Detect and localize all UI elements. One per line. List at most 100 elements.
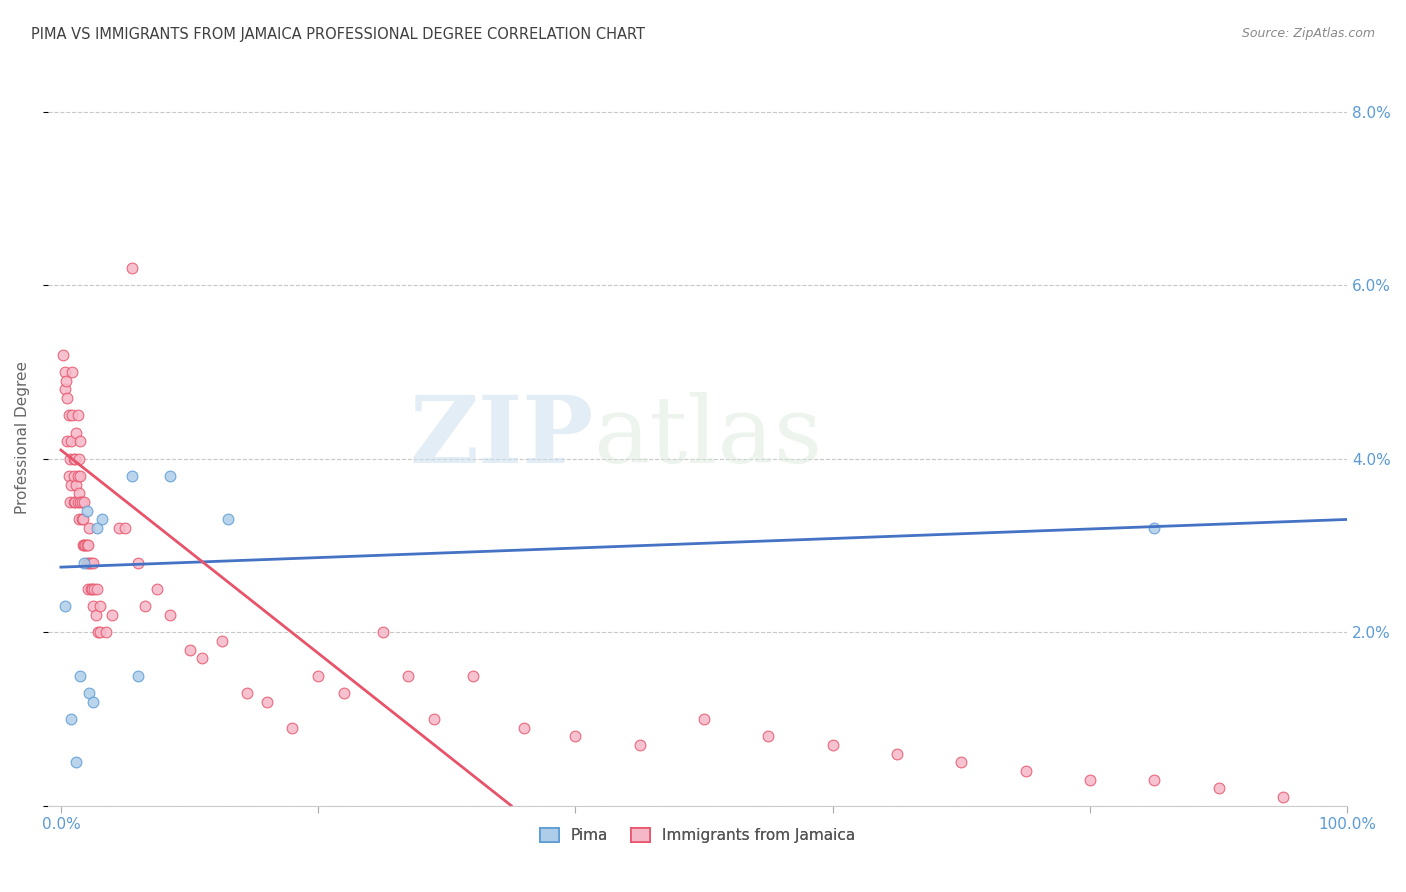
Point: [67, 451, 90, 466]
Point: [77, 521, 100, 535]
Point: [89, 599, 111, 614]
Point: [73, 556, 96, 570]
Point: [256, 694, 278, 708]
Point: [371, 625, 394, 640]
Point: [281, 721, 304, 735]
Point: [79, 582, 101, 596]
Point: [56, 391, 79, 405]
Point: [59, 495, 82, 509]
Point: [1015, 764, 1038, 778]
Point: [1078, 772, 1101, 787]
Point: [83, 582, 105, 596]
Point: [179, 642, 201, 657]
Point: [211, 633, 233, 648]
Point: [101, 607, 124, 622]
Point: [1208, 781, 1230, 796]
Y-axis label: Professional Degree: Professional Degree: [15, 360, 30, 514]
Point: [60, 434, 83, 449]
Point: [58, 469, 80, 483]
Point: [87, 625, 110, 640]
Point: [82, 599, 104, 614]
Point: [114, 521, 136, 535]
Point: [53, 365, 76, 379]
Point: [70, 495, 93, 509]
Point: [121, 469, 143, 483]
Point: [53, 599, 76, 614]
Point: [79, 556, 101, 570]
Point: [146, 582, 169, 596]
Point: [217, 512, 239, 526]
Point: [191, 651, 214, 665]
Point: [69, 434, 91, 449]
Point: [62, 469, 84, 483]
Point: [127, 668, 149, 682]
Point: [70, 512, 93, 526]
Point: [91, 512, 114, 526]
Point: [127, 556, 149, 570]
Point: [67, 486, 90, 500]
Point: [159, 607, 181, 622]
Point: [69, 495, 91, 509]
Point: [69, 469, 91, 483]
Point: [628, 738, 651, 752]
Point: [76, 504, 98, 518]
Point: [1143, 521, 1166, 535]
Point: [333, 686, 356, 700]
Point: [55, 374, 77, 388]
Point: [236, 686, 259, 700]
Point: [63, 495, 86, 509]
Point: [84, 607, 107, 622]
Point: [461, 668, 484, 682]
Point: [62, 495, 84, 509]
Point: [94, 625, 117, 640]
Point: [60, 712, 83, 726]
Point: [134, 599, 156, 614]
Point: [58, 409, 80, 423]
Point: [159, 469, 181, 483]
Point: [77, 556, 100, 570]
Point: [66, 495, 89, 509]
Point: [77, 582, 100, 596]
Point: [56, 434, 79, 449]
Point: [950, 756, 973, 770]
Point: [76, 556, 98, 570]
Point: [513, 721, 536, 735]
Point: [59, 451, 82, 466]
Point: [72, 512, 94, 526]
Point: [89, 625, 111, 640]
Point: [66, 409, 89, 423]
Point: [86, 582, 108, 596]
Point: [564, 729, 586, 743]
Text: Source: ZipAtlas.com: Source: ZipAtlas.com: [1241, 27, 1375, 40]
Point: [73, 495, 96, 509]
Point: [65, 477, 87, 491]
Text: PIMA VS IMMIGRANTS FROM JAMAICA PROFESSIONAL DEGREE CORRELATION CHART: PIMA VS IMMIGRANTS FROM JAMAICA PROFESSI…: [31, 27, 645, 42]
Point: [62, 451, 84, 466]
Point: [86, 521, 108, 535]
Point: [53, 383, 76, 397]
Point: [423, 712, 446, 726]
Point: [66, 469, 89, 483]
Point: [62, 409, 84, 423]
Point: [75, 538, 97, 552]
Point: [76, 538, 98, 552]
Point: [82, 556, 104, 570]
Point: [82, 694, 104, 708]
Point: [80, 582, 103, 596]
Point: [73, 538, 96, 552]
Point: [121, 260, 143, 275]
Point: [693, 712, 716, 726]
Point: [52, 348, 75, 362]
Point: [307, 668, 329, 682]
Point: [886, 747, 908, 761]
Point: [67, 512, 90, 526]
Text: atlas: atlas: [593, 392, 823, 482]
Point: [69, 668, 91, 682]
Point: [758, 729, 780, 743]
Point: [821, 738, 844, 752]
Point: [1271, 789, 1294, 804]
Point: [72, 538, 94, 552]
Text: ZIP: ZIP: [409, 392, 593, 482]
Point: [60, 477, 83, 491]
Point: [77, 538, 100, 552]
